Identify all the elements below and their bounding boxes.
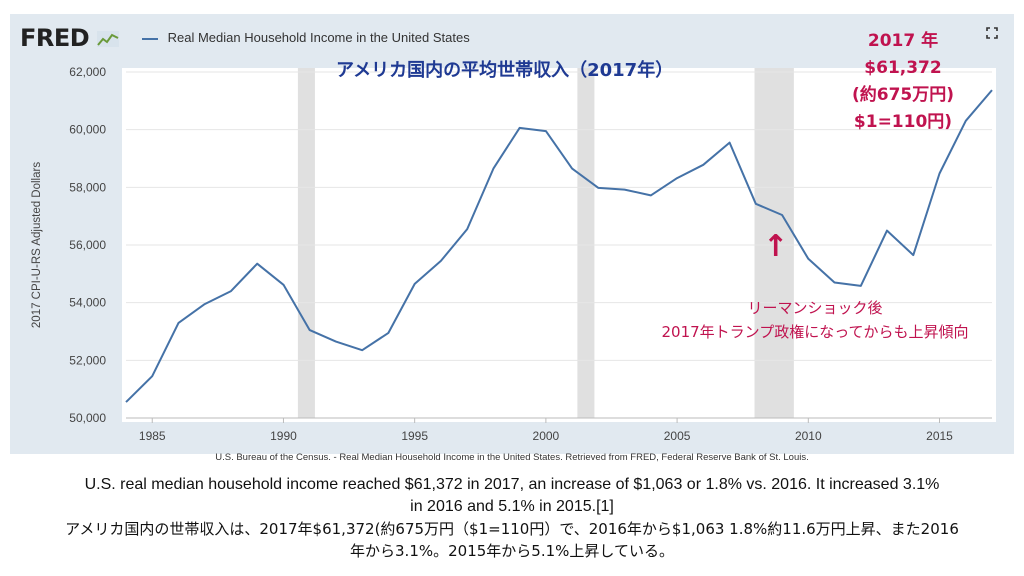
x-tick-label: 2010 [795, 429, 822, 443]
data-point[interactable] [569, 166, 575, 172]
data-point[interactable] [307, 327, 313, 333]
data-point[interactable] [412, 281, 418, 287]
y-tick-label: 60,000 [69, 123, 106, 137]
data-point[interactable] [937, 170, 943, 176]
x-tick-label: 2005 [664, 429, 691, 443]
chart-plot: 50,000 52,000 54,000 56,000 58,000 60,000 62,0… [31, 65, 996, 443]
up-arrow-icon: ↑ [763, 229, 789, 264]
recession-band [577, 68, 595, 418]
x-tick-label: 2015 [926, 429, 953, 443]
y-tick-label: 56,000 [69, 238, 106, 252]
data-point[interactable] [517, 125, 523, 131]
data-point[interactable] [910, 252, 916, 258]
data-point[interactable] [359, 347, 365, 353]
data-point[interactable] [622, 187, 628, 193]
data-point[interactable] [228, 288, 234, 294]
y-tick-label: 62,000 [69, 65, 106, 79]
data-point[interactable] [674, 175, 680, 181]
data-point[interactable] [832, 279, 838, 285]
y-axis-label: 2017 CPI-U-RS Adjusted Dollars [31, 162, 43, 328]
tick-labels: 50,000 52,000 54,000 56,000 58,000 60,000 62,0… [69, 65, 953, 443]
gridlines [126, 71, 992, 423]
data-point[interactable] [385, 330, 391, 336]
caption-english: U.S. real median household income reache… [84, 476, 940, 515]
data-point[interactable] [858, 283, 864, 289]
data-point[interactable] [149, 373, 155, 379]
callout-line: $61,372 [864, 58, 942, 78]
source-note: U.S. Bureau of the Census. - Real Median… [215, 452, 809, 463]
expand-icon[interactable] [986, 27, 998, 39]
y-tick-label: 50,000 [69, 411, 106, 425]
annotation-line: リーマンショック後 [747, 299, 883, 317]
data-point[interactable] [753, 201, 759, 207]
data-point[interactable] [123, 399, 129, 405]
data-point[interactable] [175, 320, 181, 326]
annotation-line: 2017年トランプ政権になってからも上昇傾向 [661, 323, 969, 341]
data-point[interactable] [490, 166, 496, 172]
series-line[interactable] [125, 89, 993, 403]
data-point[interactable] [727, 140, 733, 146]
jp-chart-title: アメリカ国内の平均世帯収入（2017年） [336, 60, 674, 81]
data-point[interactable] [805, 256, 811, 262]
fred-logo[interactable]: FRED [20, 24, 120, 52]
callout-line: (約675万円) [851, 85, 955, 105]
data-point[interactable] [648, 192, 654, 198]
y-tick-label: 54,000 [69, 296, 106, 310]
x-tick-label: 1990 [270, 429, 297, 443]
caption-japanese: アメリカ国内の世帯収入は、2017年$61,372(約675万円（$1=110円… [65, 520, 959, 560]
callout-line: 2017 年 [867, 31, 939, 51]
data-point[interactable] [884, 228, 890, 234]
data-point[interactable] [779, 212, 785, 218]
legend: Real Median Household Income in the Unit… [142, 30, 470, 45]
data-point[interactable] [595, 185, 601, 191]
legend-label: Real Median Household Income in the Unit… [167, 30, 470, 45]
data-point[interactable] [333, 339, 339, 345]
x-tick-label: 1985 [139, 429, 166, 443]
lehman-annotation: リーマンショック後 2017年トランプ政権になってからも上昇傾向 [630, 296, 1000, 344]
data-point[interactable] [280, 282, 286, 288]
logo-text: FRED [20, 24, 90, 52]
recession-band [297, 68, 315, 418]
legend-swatch [142, 37, 158, 40]
data-point[interactable] [202, 301, 208, 307]
data-point[interactable] [700, 162, 706, 168]
data-point[interactable] [989, 87, 995, 93]
callout-line: $1=110円) [853, 112, 953, 132]
chart-line-icon [97, 31, 120, 47]
y-tick-label: 58,000 [69, 180, 106, 194]
series-layer [123, 87, 995, 405]
x-tick-label: 1995 [401, 429, 428, 443]
recession-band [754, 68, 794, 418]
value-callout: 2017 年 $61,372 (約675万円) $1=110円) [838, 28, 968, 136]
y-tick-label: 52,000 [69, 353, 106, 367]
data-point[interactable] [543, 128, 549, 134]
data-point[interactable] [438, 258, 444, 264]
data-point[interactable] [254, 261, 260, 267]
x-tick-label: 2000 [533, 429, 560, 443]
data-point[interactable] [464, 226, 470, 232]
